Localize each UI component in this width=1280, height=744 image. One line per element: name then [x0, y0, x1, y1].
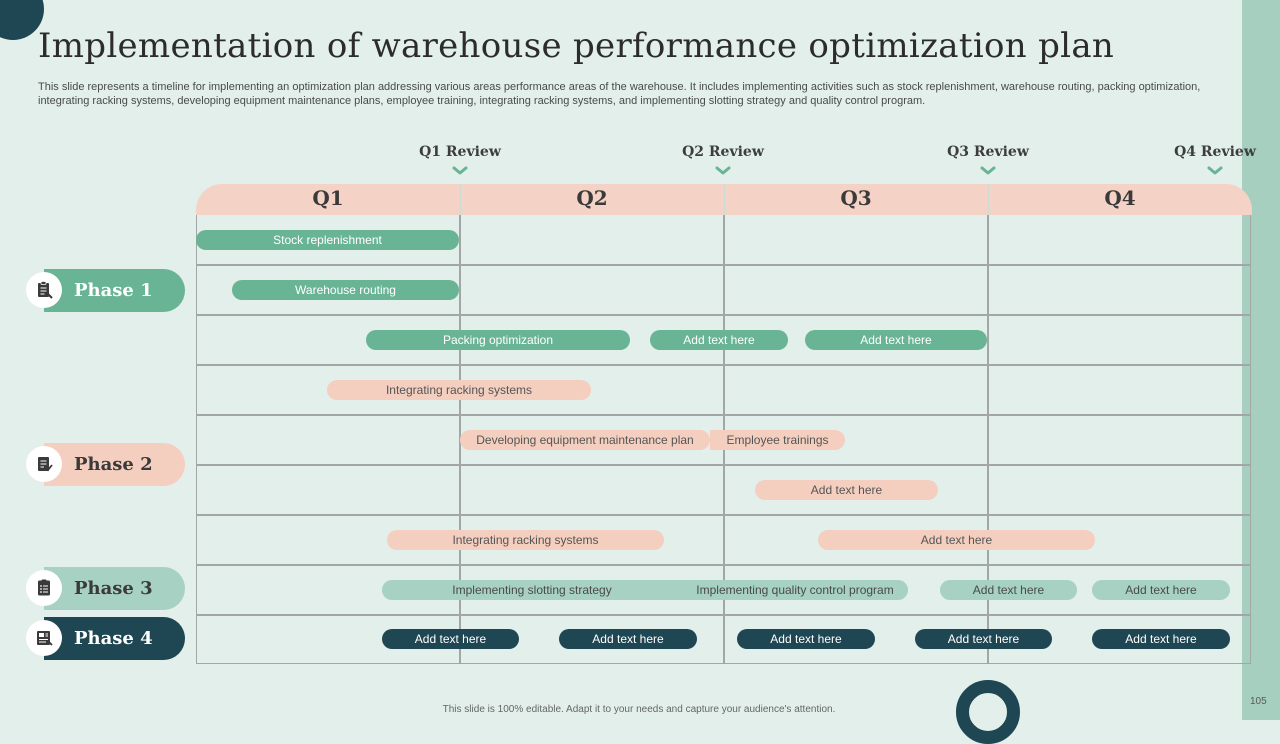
footer-note: This slide is 100% editable. Adapt it to… [0, 704, 1280, 715]
chevron-down-icon [980, 166, 996, 175]
checklist-icon [26, 446, 62, 482]
quarter-q2-label: Q2 [576, 186, 608, 210]
task-bar-placeholder[interactable]: Add text here [1092, 580, 1230, 600]
task-bar-placeholder[interactable]: Add text here [382, 629, 519, 649]
slide-title: Implementation of warehouse performance … [38, 26, 1115, 66]
footer-text: This slide is 100% editable. Adapt it to… [442, 704, 836, 715]
phase-4-label: Phase 4 [44, 617, 185, 660]
task-bar-integrating-racking-systems[interactable]: Integrating racking systems [387, 530, 664, 550]
phase-1-label: Phase 1 [44, 269, 185, 312]
q1-review-label: Q1 Review [419, 144, 501, 160]
chevron-down-icon [1207, 166, 1223, 175]
page-number: 105 [1250, 696, 1267, 707]
task-bar-warehouse-routing[interactable]: Warehouse routing [232, 280, 459, 300]
task-bar-integrating-racking-systems[interactable]: Integrating racking systems [327, 380, 591, 400]
task-bar-placeholder[interactable]: Add text here [805, 330, 987, 350]
phase-2-label: Phase 2 [44, 443, 185, 486]
task-bar-placeholder[interactable]: Add text here [755, 480, 938, 500]
task-bar-employee-trainings[interactable]: Employee trainings [710, 430, 845, 450]
report-icon [26, 620, 62, 656]
task-bar-stock-replenishment[interactable]: Stock replenishment [196, 230, 459, 250]
quarter-q3-label: Q3 [840, 186, 872, 210]
q4-review-label: Q4 Review [1174, 144, 1256, 160]
task-bar-packing-optimization[interactable]: Packing optimization [366, 330, 630, 350]
quarter-q1-label: Q1 [312, 186, 344, 210]
task-bar-placeholder[interactable]: Add text here [940, 580, 1077, 600]
quarter-q4-label: Q4 [1104, 186, 1136, 210]
right-accent-strip [1242, 0, 1280, 720]
task-bar-placeholder[interactable]: Add text here [1092, 629, 1230, 649]
task-bar-placeholder[interactable]: Add text here [737, 629, 875, 649]
chevron-down-icon [715, 166, 731, 175]
chevron-down-icon [452, 166, 468, 175]
task-bar-placeholder[interactable]: Add text here [650, 330, 788, 350]
task-bar-placeholder[interactable]: Add text here [915, 629, 1052, 649]
task-bar-placeholder[interactable]: Add text here [559, 629, 697, 649]
task-bar-slotting-strategy[interactable]: Implementing slotting strategy [382, 580, 682, 600]
task-bar-placeholder[interactable]: Add text here [818, 530, 1095, 550]
document-clipboard-icon [26, 272, 62, 308]
column-divider [987, 215, 989, 664]
q2-review-label: Q2 Review [682, 144, 764, 160]
slide-description: This slide represents a timeline for imp… [38, 81, 1201, 107]
q3-review-label: Q3 Review [947, 144, 1029, 160]
task-bar-quality-control[interactable]: Implementing quality control program [682, 580, 908, 600]
phase-3-label: Phase 3 [44, 567, 185, 610]
task-list-icon [26, 570, 62, 606]
task-bar-equipment-maintenance[interactable]: Developing equipment maintenance plan [460, 430, 710, 450]
